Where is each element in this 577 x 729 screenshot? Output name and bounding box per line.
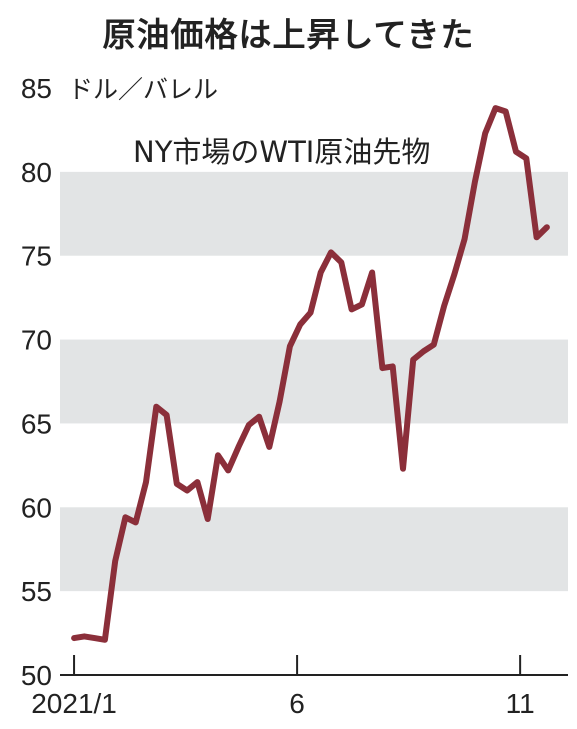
chart-title: 原油価格は上昇してきた	[102, 15, 475, 54]
shaded-band-1	[60, 339, 568, 424]
y-tick-label-70: 70	[21, 325, 52, 356]
shaded-band-2	[60, 171, 568, 256]
y-tick-labels: 50 55 60 65 70 75 80 85	[21, 73, 52, 691]
y-tick-label-65: 65	[21, 408, 52, 439]
series-line-0	[71, 105, 550, 643]
shaded-bands	[60, 171, 568, 592]
shaded-band-0	[60, 507, 568, 592]
unit-label: ドル／バレル	[68, 75, 218, 104]
y-tick-label-75: 75	[21, 241, 52, 272]
y-tick-label-60: 60	[21, 492, 52, 523]
chart-annotation: NY市場のWTI原油先物	[133, 135, 430, 169]
y-tick-label-55: 55	[21, 576, 52, 607]
series-group	[71, 105, 550, 643]
x-tick-label-2: 11	[506, 688, 535, 719]
y-tick-label-50: 50	[21, 660, 52, 691]
y-tick-label-80: 80	[21, 157, 52, 188]
x-tick-label-0: 2021/1	[31, 688, 117, 719]
y-tick-label-85: 85	[21, 73, 52, 104]
x-tick-labels: 2021/1 6 11	[31, 655, 535, 719]
x-tick-label-1: 6	[289, 688, 305, 719]
